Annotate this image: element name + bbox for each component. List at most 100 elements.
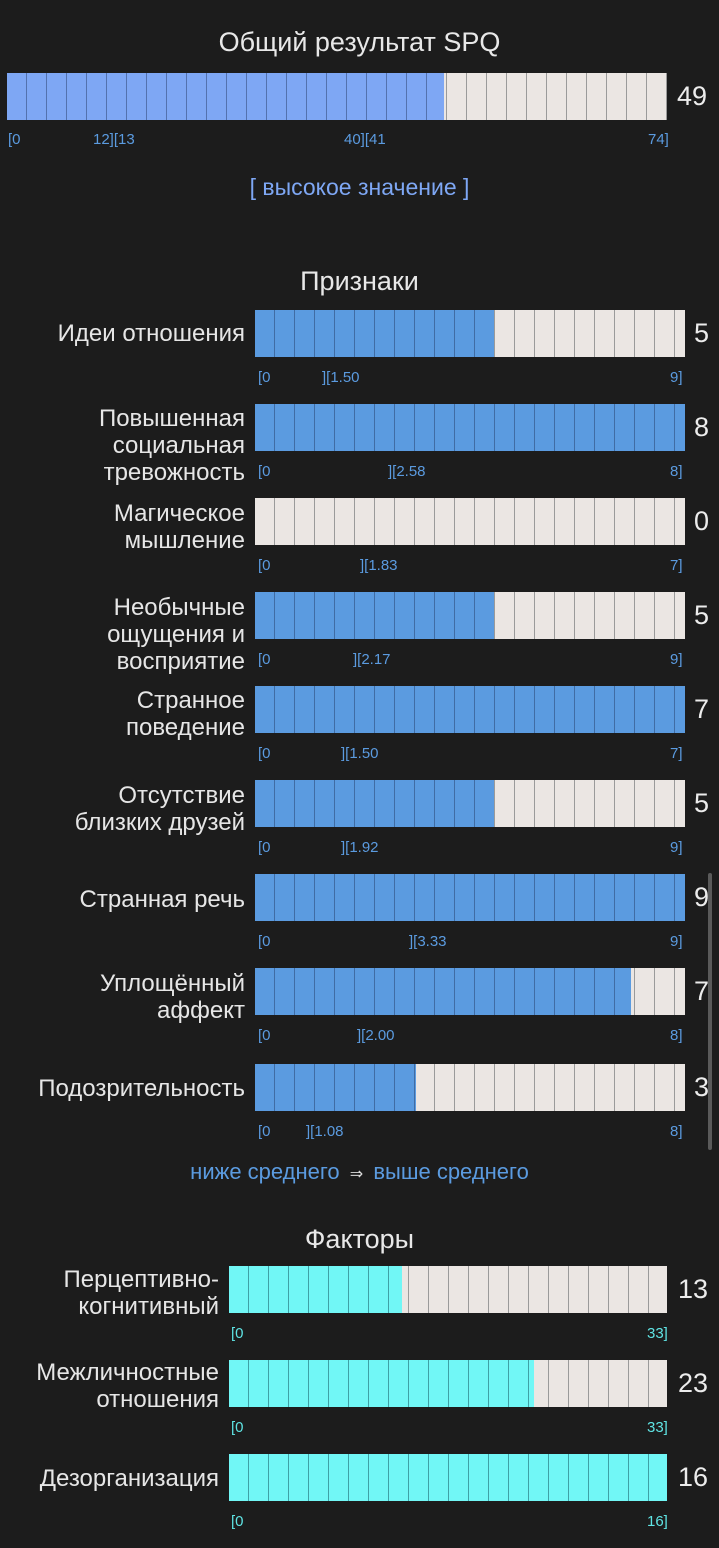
sign-tick: 9] [670, 933, 683, 950]
factors-title: Факторы [304, 1224, 415, 1254]
factor-label: Дезорганизация [0, 1465, 219, 1492]
sign-tick: 9] [670, 651, 683, 668]
sign-bar-fill [255, 780, 495, 827]
factor-tick: [0 [231, 1513, 244, 1530]
total-tick-min: [0 [8, 131, 21, 148]
sign-label: Идеи отношения [0, 320, 245, 347]
factor-label-line: Дезорганизация [39, 1464, 219, 1492]
sign-tick: [0 [258, 651, 271, 668]
sign-label-line: социальная [112, 431, 245, 459]
total-score-value: 49 [677, 81, 708, 111]
sign-label-line: мышление [124, 527, 245, 554]
sign-label-line: Странная речь [79, 885, 245, 913]
sign-bar [255, 968, 685, 1015]
sign-tick: [0 [258, 1027, 271, 1044]
sign-bar [255, 310, 685, 357]
factor-bar-fill [229, 1360, 535, 1407]
sign-label: Повышенная социальная тревожность [0, 405, 245, 486]
sign-score: 5 [694, 788, 710, 818]
sign-bar [255, 404, 685, 451]
sign-bar-fill [255, 592, 495, 639]
sign-score: 5 [694, 318, 710, 348]
sign-label: Отсутствие близких друзей [0, 782, 245, 836]
sign-bar-fill [255, 1064, 417, 1111]
sign-tick: 8] [670, 463, 683, 480]
sign-tick: 7] [670, 557, 683, 574]
sign-label-line: аффект [157, 997, 245, 1024]
factor-tick: 16] [647, 1513, 668, 1530]
sign-label-line: Уплощённый [99, 970, 245, 997]
factor-tick: [0 [231, 1325, 244, 1342]
sign-label-line: Идеи отношения [57, 319, 245, 347]
sign-bar-fill [255, 874, 685, 921]
sign-tick: [0 [258, 463, 271, 480]
sign-bar-fill [255, 404, 685, 451]
sign-bar-fill [255, 686, 685, 733]
factor-label-line: отношения [96, 1386, 219, 1413]
sign-label-line: Подозрительность [38, 1074, 245, 1102]
sign-label-line: Отсутствие [118, 782, 245, 809]
sign-score: 5 [694, 600, 710, 630]
sign-tick: [0 [258, 1123, 271, 1140]
sign-tick: ][1.50 [322, 369, 360, 386]
factor-label: Перцептивно-когнитивный [0, 1266, 219, 1320]
factor-tick: 33] [647, 1419, 668, 1436]
factor-bar [229, 1266, 667, 1313]
sign-tick: 8] [670, 1027, 683, 1044]
sign-tick: [0 [258, 839, 271, 856]
sign-label-line: Магическое [113, 500, 245, 527]
sign-score: 7 [694, 694, 710, 724]
legend-arrow-icon: ⇒ [349, 1166, 364, 1183]
legend-high: выше среднего [373, 1159, 529, 1184]
sign-tick: ][1.08 [306, 1123, 344, 1140]
sign-label: Подозрительность [0, 1075, 245, 1102]
factor-tick: [0 [231, 1419, 244, 1436]
total-tick-max: 74] [648, 131, 669, 148]
total-score-bar [7, 73, 667, 120]
sign-tick: [0 [258, 369, 271, 386]
sign-label-line: ощущения и [107, 620, 245, 648]
sign-bar [255, 592, 685, 639]
scrollbar[interactable] [708, 873, 712, 1150]
total-tick-high: 40][41 [344, 131, 386, 148]
signs-legend: ниже среднего ⇒ выше среднего [0, 1159, 719, 1185]
sign-tick: [0 [258, 745, 271, 762]
sign-label-line: поведение [125, 714, 245, 741]
sign-bar [255, 780, 685, 827]
sign-bar-fill [255, 968, 632, 1015]
sign-label: Странное поведение [0, 687, 245, 741]
sign-label-line: тревожность [103, 458, 245, 486]
sign-score: 3 [694, 1072, 710, 1102]
sign-score: 8 [694, 412, 710, 442]
sign-bar-fill [255, 310, 495, 357]
sign-bar [255, 498, 685, 545]
sign-tick: 8] [670, 1123, 683, 1140]
sign-label-line: Повышенная [98, 404, 245, 432]
sign-tick: 9] [670, 369, 683, 386]
sign-label-line: Странное [136, 687, 245, 714]
sign-score: 0 [694, 506, 710, 536]
sign-label-line: восприятие [116, 647, 245, 675]
sign-tick: 7] [670, 745, 683, 762]
sign-tick: ][2.17 [353, 651, 391, 668]
total-tick-low: 12][13 [93, 131, 135, 148]
sign-label-line: близких друзей [74, 809, 245, 836]
signs-title: Признаки [300, 266, 419, 296]
sign-label: Странная речь [0, 886, 245, 913]
factor-score: 23 [678, 1368, 709, 1398]
legend-low: ниже среднего [190, 1159, 340, 1184]
factor-label: Межличностные отношения [0, 1359, 219, 1413]
factor-score: 13 [678, 1274, 709, 1304]
sign-label: Магическое мышление [0, 500, 245, 554]
sign-bar [255, 874, 685, 921]
sign-tick: [0 [258, 557, 271, 574]
sign-tick: ][1.50 [341, 745, 379, 762]
factor-bar [229, 1454, 667, 1501]
factor-bar-fill [229, 1266, 402, 1313]
total-verdict: [ высокое значение ] [249, 174, 470, 200]
sign-tick: ][3.33 [409, 933, 447, 950]
factor-tick: 33] [647, 1325, 668, 1342]
sign-tick: ][1.92 [341, 839, 379, 856]
sign-score: 9 [694, 882, 710, 912]
factor-label-line: Межличностные [36, 1359, 219, 1386]
